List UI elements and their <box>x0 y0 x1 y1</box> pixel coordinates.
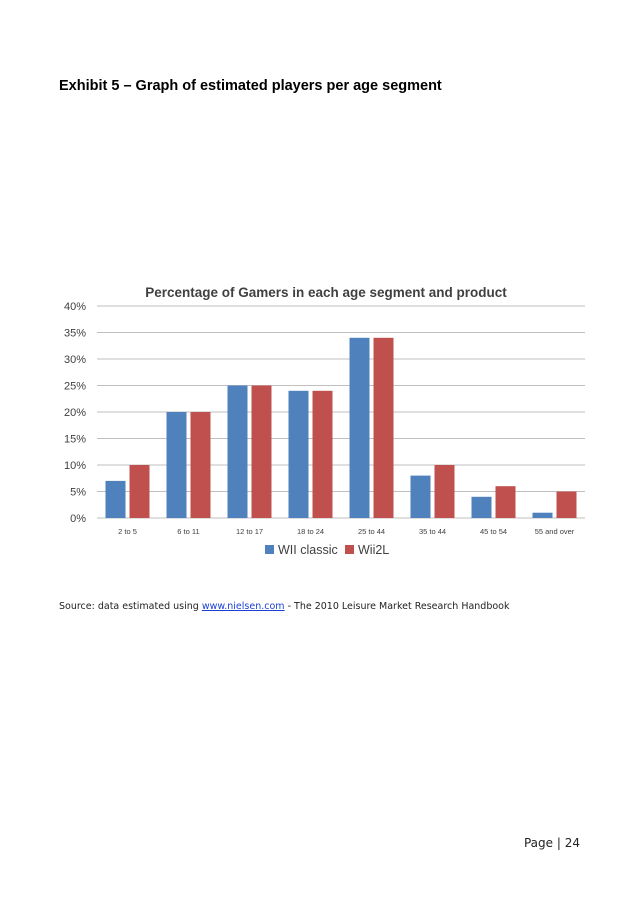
page-separator: | <box>556 836 561 850</box>
y-tick-label: 35% <box>64 328 86 340</box>
source-note: Source: data estimated using www.nielsen… <box>59 601 510 612</box>
bar-wii2l <box>129 465 150 518</box>
bar-wii2l <box>434 465 455 518</box>
x-tick-label: 55 and over <box>535 527 575 536</box>
y-tick-label: 0% <box>70 513 86 525</box>
chart-title: Percentage of Gamers in each age segment… <box>145 285 507 300</box>
y-tick-label: 15% <box>64 434 86 446</box>
bar-wii-classic <box>227 385 248 518</box>
legend: WII classic Wii2L <box>265 543 389 557</box>
legend-label: WII classic <box>278 543 338 557</box>
bar-wii2l <box>251 385 272 518</box>
y-tick-label: 20% <box>64 407 86 419</box>
bar-wii-classic <box>471 496 492 518</box>
source-suffix: - The 2010 Leisure Market Research Handb… <box>284 601 510 612</box>
legend-swatch <box>265 545 274 554</box>
bars <box>105 337 577 518</box>
bar-wii-classic <box>349 337 370 518</box>
bar-wii-classic <box>410 475 431 518</box>
x-tick-label: 25 to 44 <box>358 527 385 536</box>
bar-wii-classic <box>532 512 553 518</box>
y-tick-label: 40% <box>64 301 86 313</box>
y-tick-label: 30% <box>64 354 86 366</box>
y-tick-label: 10% <box>64 460 86 472</box>
bar-wii2l <box>495 486 516 518</box>
legend-swatch <box>345 545 354 554</box>
exhibit-heading: Exhibit 5 – Graph of estimated players p… <box>59 78 442 94</box>
x-tick-label: 6 to 11 <box>177 527 199 536</box>
x-tick-label: 45 to 54 <box>480 527 507 536</box>
bar-wii-classic <box>105 480 126 518</box>
bar-wii-classic <box>166 412 187 518</box>
source-link[interactable]: www.nielsen.com <box>201 601 285 612</box>
x-tick-label: 12 to 17 <box>236 527 263 536</box>
x-tick-label: 35 to 44 <box>419 527 446 536</box>
x-tick-label: 18 to 24 <box>297 527 324 536</box>
x-tick-label: 2 to 5 <box>118 527 137 536</box>
page-footer: Page | 24 <box>524 836 580 850</box>
y-axis: 0% 5% 10% 15% 20% 25% 30% 35% 40% <box>64 301 86 525</box>
bar-wii2l <box>556 491 577 518</box>
page-label: Page <box>523 836 554 850</box>
y-tick-label: 25% <box>64 381 86 393</box>
legend-label: Wii2L <box>358 543 389 557</box>
page-number: 24 <box>564 836 580 850</box>
bar-wii-classic <box>288 390 309 518</box>
x-axis: 2 to 5 6 to 11 12 to 17 18 to 24 25 to 44 35 … <box>118 527 575 536</box>
bar-wii2l <box>190 412 211 518</box>
bar-wii2l <box>373 337 394 518</box>
bar-chart: Percentage of Gamers in each age segment… <box>64 285 585 557</box>
bar-wii2l <box>312 390 333 518</box>
y-tick-label: 5% <box>70 487 86 499</box>
source-prefix: Source: data estimated using <box>59 601 202 612</box>
